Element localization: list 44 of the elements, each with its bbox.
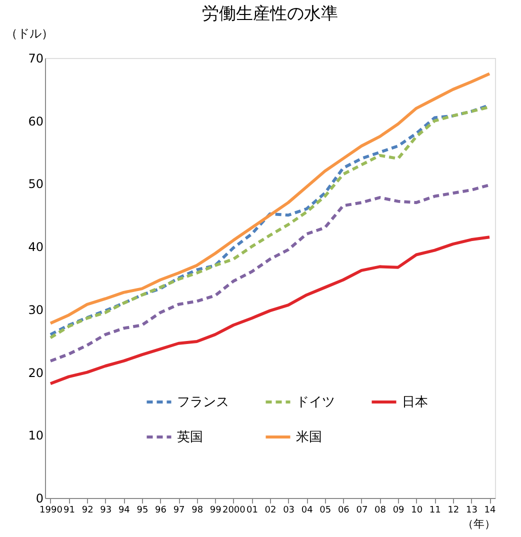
line-series: [48, 183, 492, 362]
x-tick-label: 02: [264, 506, 276, 516]
x-tick-label: 98: [192, 506, 204, 516]
x-tick-label: 2000: [222, 506, 246, 516]
x-tick-label: 01: [246, 506, 258, 516]
x-tick-label: 04: [301, 506, 314, 516]
y-tick-label: 0: [36, 492, 44, 506]
line-series: [48, 72, 492, 325]
line-series: [48, 236, 492, 386]
x-tick-label: 12: [448, 506, 460, 516]
y-axis-title: （ドル）: [6, 26, 54, 40]
x-tick-label: 91: [64, 506, 76, 516]
chart-title: 労働生産性の水準: [202, 4, 338, 24]
x-tick-label: 09: [392, 506, 405, 516]
x-tick-label: 97: [173, 506, 185, 516]
x-tick-label: 08: [374, 506, 386, 516]
y-tick-label: 10: [28, 428, 44, 443]
legend-label: 英国: [177, 430, 203, 445]
x-tick-label: 10: [411, 506, 423, 516]
legend-label: 米国: [296, 430, 322, 445]
x-tick-label: 94: [118, 506, 130, 516]
legend-label: フランス: [177, 395, 229, 410]
legend-label: ドイツ: [296, 395, 335, 410]
x-tick-label: 05: [320, 506, 332, 516]
y-tick-label: 70: [28, 52, 44, 66]
x-axis-title: （年）: [462, 518, 496, 530]
y-tick-label: 60: [28, 114, 44, 128]
x-tick-label: 03: [283, 506, 295, 516]
x-tick-label: 1990: [40, 506, 63, 516]
x-tick-label: 96: [155, 506, 167, 516]
x-tick-label: 07: [356, 506, 368, 516]
x-tick-label: 93: [100, 506, 112, 516]
x-tick-label: 14: [484, 506, 496, 516]
y-tick-label: 30: [28, 302, 44, 317]
y-tick-label: 20: [28, 366, 44, 380]
x-tick-label: 92: [82, 506, 94, 516]
x-tick-label: 99: [210, 506, 222, 516]
x-tick-label: 95: [136, 506, 148, 516]
x-tick-label: 11: [429, 506, 441, 516]
x-tick-label: 13: [466, 506, 478, 516]
x-tick-label: 06: [338, 506, 350, 516]
y-tick-label: 40: [28, 240, 44, 254]
y-tick-label: 50: [28, 177, 44, 192]
legend-label: 日本: [402, 395, 428, 410]
